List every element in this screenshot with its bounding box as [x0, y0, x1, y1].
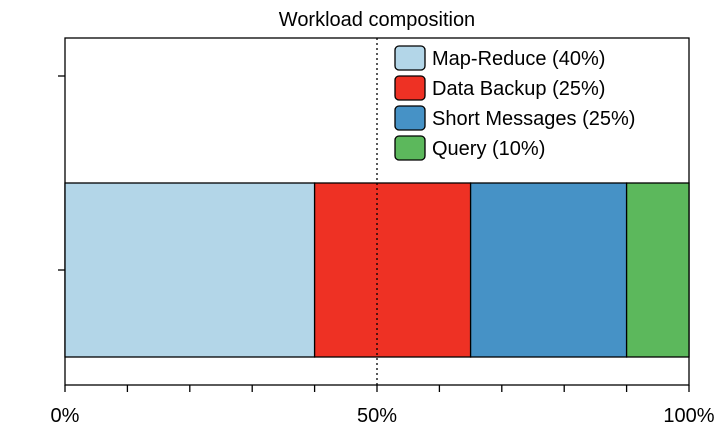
x-axis: 0% 50% 100% — [51, 385, 715, 427]
legend-label-2: Data Backup (25%) — [432, 78, 605, 100]
legend-label-1: Map-Reduce (40%) — [432, 48, 605, 70]
x-tick-label-0: 0% — [51, 405, 80, 427]
legend-swatch-4 — [394, 135, 426, 161]
legend-swatch-3 — [394, 105, 426, 131]
chart-title: Workload composition — [279, 9, 475, 31]
legend-swatch-1 — [394, 45, 426, 71]
x-tick-label-100: 100% — [663, 405, 714, 427]
stacked-bar — [64, 182, 690, 358]
legend-label-4: Query (10%) — [432, 138, 545, 160]
legend-swatch-2 — [394, 75, 426, 101]
y-axis-ticks — [58, 75, 65, 271]
legend: Map-Reduce (40%) Data Backup (25%) Short M… — [394, 45, 635, 161]
x-tick-label-50: 50% — [357, 405, 397, 427]
bar-segment-2 — [313, 182, 472, 358]
bar-segment-3 — [469, 182, 628, 358]
bar-segment-1 — [64, 182, 316, 358]
legend-label-3: Short Messages (25%) — [432, 108, 635, 130]
bar-segment-4 — [625, 182, 690, 358]
